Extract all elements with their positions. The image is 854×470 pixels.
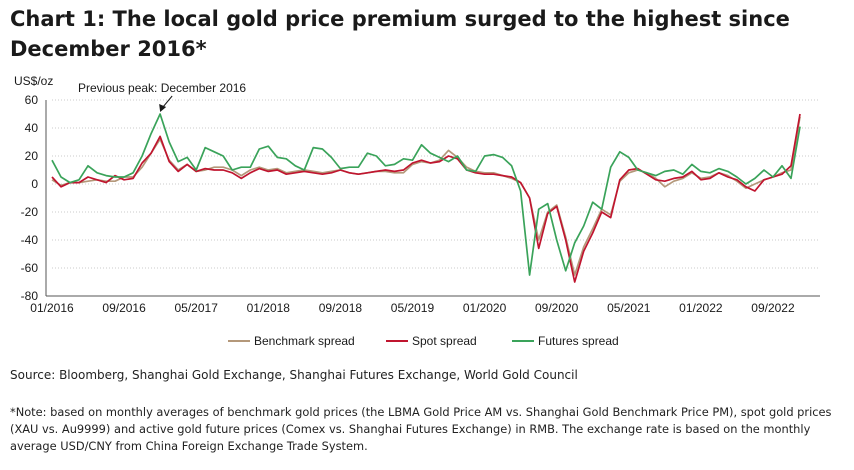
y-tick-label: -40 <box>21 233 39 247</box>
legend: Benchmark spread Spot spread Futures sprea… <box>228 334 619 348</box>
chart-title: Chart 1: The local gold price premium su… <box>10 7 790 61</box>
x-tick-label: 01/2022 <box>679 301 723 315</box>
annotation-label: Previous peak: December 2016 <box>78 81 246 95</box>
y-tick-label: 0 <box>31 177 38 191</box>
y-axis-label: US$/oz <box>14 74 53 88</box>
y-tick-label: 20 <box>25 149 39 163</box>
x-tick-label: 09/2020 <box>535 301 579 315</box>
legend-label: Futures spread <box>538 334 619 348</box>
y-tick-label: -20 <box>21 205 39 219</box>
x-tick-label: 09/2022 <box>751 301 795 315</box>
x-tick-label: 09/2016 <box>102 301 146 315</box>
legend-label: Spot spread <box>412 334 477 348</box>
series-line <box>51 113 801 283</box>
x-tick-label: 01/2016 <box>30 301 74 315</box>
y-tick-label: 60 <box>25 93 39 107</box>
series-lines <box>51 113 801 283</box>
x-tick-label: 05/2019 <box>391 301 435 315</box>
y-axis: 60 40 20 0 -20 -40 -60 -80 US$/oz <box>14 74 53 303</box>
y-tick-label: -80 <box>21 289 39 303</box>
annotation-arrowhead <box>159 104 167 112</box>
series-line <box>51 113 801 276</box>
source-text: Source: Bloomberg, Shanghai Gold Exchang… <box>10 368 578 382</box>
annotation-group: Previous peak: December 2016 <box>78 81 246 112</box>
gridlines <box>52 99 820 269</box>
y-tick-label: -60 <box>21 261 39 275</box>
x-tick-label: 05/2017 <box>174 301 218 315</box>
footnote-text: *Note: based on monthly averages of benc… <box>10 405 832 453</box>
x-tick-label: 01/2018 <box>247 301 291 315</box>
legend-label: Benchmark spread <box>254 334 355 348</box>
x-tick-label: 09/2018 <box>319 301 363 315</box>
annotation-arrow <box>161 95 173 109</box>
series-line <box>51 116 801 276</box>
line-chart: 60 40 20 0 -20 -40 -60 -80 US$/oz 01/2016 09/2016… <box>14 74 820 348</box>
x-tick-label: 05/2021 <box>607 301 651 315</box>
x-axis: 01/2016 09/2016 05/2017 01/2018 09/2018 05/20… <box>30 295 820 315</box>
x-tick-label: 01/2020 <box>463 301 507 315</box>
y-tick-label: 40 <box>25 121 39 135</box>
